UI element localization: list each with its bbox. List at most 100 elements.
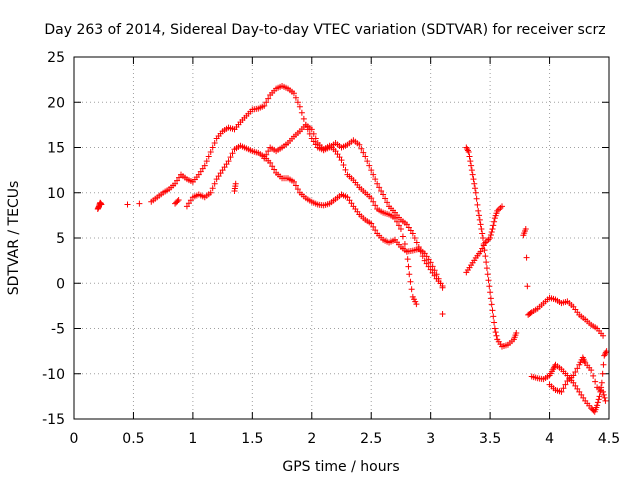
data-point xyxy=(340,161,347,168)
data-point xyxy=(437,280,444,287)
data-point xyxy=(465,149,472,156)
series-late-mid xyxy=(546,354,609,404)
y-tick-label: -5 xyxy=(51,322,65,338)
data-point xyxy=(527,310,534,317)
data-point xyxy=(292,94,299,101)
data-point xyxy=(477,248,484,255)
data-point xyxy=(232,180,239,187)
data-point xyxy=(310,130,317,137)
data-point xyxy=(578,391,585,398)
data-point xyxy=(205,153,212,160)
data-point xyxy=(487,235,494,241)
data-point xyxy=(423,260,430,267)
data-point xyxy=(413,301,420,308)
data-point xyxy=(221,164,228,171)
data-point xyxy=(490,222,497,229)
data-point xyxy=(348,200,355,207)
series-isolated xyxy=(172,180,239,207)
data-point xyxy=(594,402,601,409)
data-point xyxy=(338,157,345,164)
data-point xyxy=(480,242,487,249)
data-point xyxy=(344,194,351,201)
data-point xyxy=(499,203,505,210)
data-point xyxy=(588,367,595,374)
data-point xyxy=(372,176,379,183)
data-point xyxy=(560,385,567,392)
data-point xyxy=(176,174,183,181)
data-point xyxy=(209,144,216,151)
data-point xyxy=(203,158,210,165)
data-point xyxy=(478,225,485,232)
x-tick-label: 1.5 xyxy=(241,431,263,447)
data-point xyxy=(476,212,483,219)
data-point xyxy=(479,235,486,241)
data-point xyxy=(384,199,391,206)
data-point xyxy=(372,202,379,209)
data-point xyxy=(476,216,483,223)
data-point xyxy=(292,182,299,189)
y-tick-label: 10 xyxy=(47,186,65,202)
data-point xyxy=(572,382,579,389)
x-tick-label: 4.5 xyxy=(598,431,620,447)
data-point xyxy=(469,171,476,178)
data-point xyxy=(600,361,607,368)
data-point xyxy=(562,381,569,388)
data-point xyxy=(360,149,367,156)
data-point xyxy=(378,187,385,194)
data-point xyxy=(483,259,490,266)
data-point xyxy=(601,394,608,401)
series-side-run xyxy=(463,203,505,276)
x-tick-labels: 0 0.5 1 1.5 2 2.5 3 3.5 4 4.5 xyxy=(70,431,621,447)
y-tick-label: 25 xyxy=(47,50,65,66)
data-point xyxy=(356,141,363,148)
data-point xyxy=(570,372,577,379)
data-point xyxy=(399,233,406,240)
data-point xyxy=(211,180,218,187)
data-point xyxy=(334,151,341,158)
data-point xyxy=(172,180,179,187)
data-point xyxy=(487,295,494,302)
data-point xyxy=(423,253,430,260)
y-axis-label: SDTVAR / TECUs xyxy=(6,181,22,296)
data-point xyxy=(183,203,190,210)
data-point xyxy=(488,228,495,235)
y-tick-label: 15 xyxy=(47,141,65,157)
data-point xyxy=(294,186,301,193)
y-tick-label: 5 xyxy=(56,231,65,247)
data-point xyxy=(580,394,587,401)
x-tick-label: 4 xyxy=(545,431,554,447)
data-point xyxy=(467,158,474,165)
data-point xyxy=(491,325,498,332)
data-point xyxy=(217,170,224,177)
data-point xyxy=(185,200,192,207)
data-point xyxy=(263,151,270,158)
data-point xyxy=(271,166,278,173)
data-point xyxy=(395,222,402,229)
y-tick-label: 0 xyxy=(56,276,65,292)
data-point xyxy=(427,266,434,273)
data-point xyxy=(207,189,214,196)
data-point xyxy=(261,102,268,109)
data-point xyxy=(362,153,369,160)
data-point xyxy=(485,277,492,284)
data-point xyxy=(207,149,214,156)
data-point xyxy=(472,189,479,196)
data-point xyxy=(405,263,412,270)
data-point xyxy=(227,154,234,161)
data-point xyxy=(600,332,607,339)
data-point xyxy=(225,158,232,165)
data-point xyxy=(263,99,270,106)
data-point xyxy=(382,195,389,202)
data-point xyxy=(296,103,303,110)
data-point xyxy=(474,201,481,208)
data-point xyxy=(427,259,434,266)
data-point xyxy=(370,223,377,230)
data-point xyxy=(411,235,418,241)
data-point xyxy=(290,178,297,185)
data-point xyxy=(290,90,297,97)
data-point xyxy=(472,185,479,192)
data-point xyxy=(592,378,599,385)
data-point xyxy=(294,99,301,106)
data-point xyxy=(429,263,436,270)
